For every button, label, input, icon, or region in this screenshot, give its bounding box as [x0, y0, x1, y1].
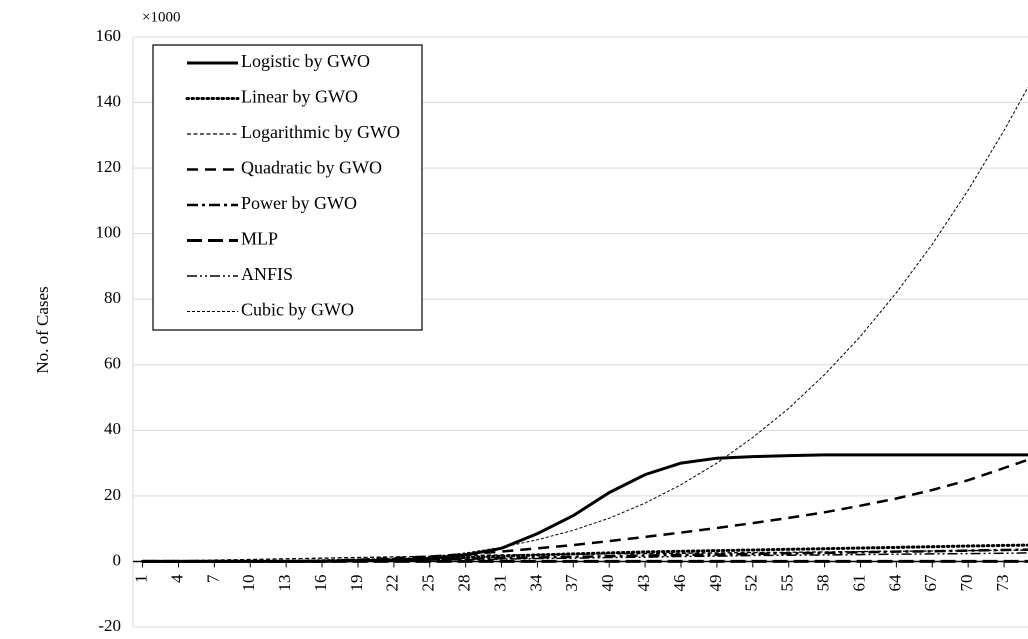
legend-label: ANFIS: [241, 264, 293, 284]
legend-label: Linear by GWO: [241, 87, 358, 107]
y-axis-label: No. of Cases: [33, 286, 52, 373]
x-tick-label: 58: [813, 574, 832, 591]
y-tick-label: 60: [104, 354, 121, 373]
x-tick-label: 67: [921, 574, 940, 592]
x-tick-label: 16: [311, 574, 330, 591]
x-tick-label: 40: [598, 574, 617, 591]
legend: Logistic by GWO Linear by GWO Logarithmic …: [152, 44, 423, 331]
x-tick-label: 49: [706, 574, 725, 591]
x-tick-label: 13: [275, 574, 294, 591]
legend-label: Logistic by GWO: [241, 51, 370, 71]
legend-label: Quadratic by GWO: [241, 158, 382, 178]
x-tick-label: 61: [849, 574, 868, 591]
unit-annotation: ×1000: [142, 9, 180, 25]
x-tick-label: 43: [634, 574, 653, 591]
x-tick-label: 28: [455, 574, 474, 591]
x-tick-label: 55: [778, 574, 797, 591]
x-tick-label: 1: [131, 574, 150, 583]
y-tick-label: 40: [104, 419, 121, 438]
y-tick-label: 0: [113, 550, 122, 569]
legend-label: Power by GWO: [241, 193, 357, 213]
y-tick-label: 100: [96, 223, 122, 242]
series-line: [142, 86, 1028, 562]
x-tick-label: 52: [742, 574, 761, 591]
x-tick-label: 70: [957, 574, 976, 591]
x-tick-label: 7: [203, 574, 222, 583]
legend-box: [152, 44, 423, 331]
x-tick-label: 73: [993, 574, 1012, 591]
x-tick-label: 31: [490, 574, 509, 591]
x-tick-label: 25: [419, 574, 438, 591]
legend-label: MLP: [241, 229, 278, 249]
y-tick-label: 140: [96, 91, 122, 110]
series-line: [142, 453, 1028, 563]
y-tick-label: 20: [104, 485, 121, 504]
x-tick-label: 64: [885, 574, 904, 592]
series-line: [142, 549, 1028, 563]
x-tick-label: 34: [526, 574, 545, 592]
y-tick-label: 120: [96, 157, 122, 176]
series-line: [142, 458, 1028, 563]
x-tick-label: 22: [383, 574, 402, 591]
x-tick-label: 10: [239, 574, 258, 591]
legend-label: Logarithmic by GWO: [241, 122, 400, 142]
x-tick-label: 4: [167, 574, 186, 583]
x-tick-label: 19: [347, 574, 366, 591]
y-tick-label: 160: [96, 26, 122, 45]
y-tick-label: 80: [104, 288, 121, 307]
x-tick-label: 46: [670, 574, 689, 591]
legend-label: Cubic by GWO: [241, 300, 354, 320]
x-tick-label: 37: [562, 574, 581, 592]
y-tick-label: -20: [98, 616, 121, 635]
